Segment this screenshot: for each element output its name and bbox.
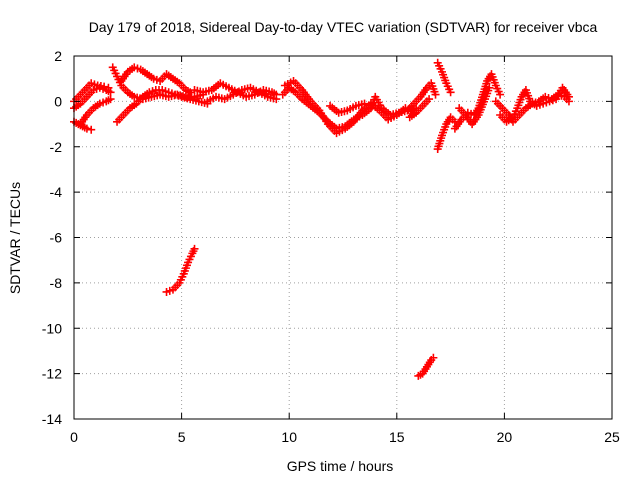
data-point	[186, 88, 195, 97]
x-tick-label: 20	[497, 429, 513, 445]
data-point	[106, 88, 115, 97]
data-segment	[455, 83, 494, 129]
x-tick-label: 25	[604, 429, 620, 445]
data-segment	[433, 113, 459, 154]
data-point	[485, 83, 494, 92]
data-point	[446, 88, 455, 97]
data-segment	[76, 95, 115, 129]
data-segment	[326, 99, 369, 117]
data-point	[82, 124, 91, 133]
data-point	[87, 125, 96, 134]
data-segment	[496, 83, 573, 126]
y-axis-ticks: -14 -12 -10 -8 -6 -4 -2 0 2	[42, 48, 612, 427]
y-tick-label: -12	[42, 366, 62, 382]
data-segment	[203, 83, 281, 106]
y-tick-label: -8	[50, 275, 63, 291]
x-tick-label: 15	[389, 429, 405, 445]
data-segment	[70, 79, 113, 106]
x-axis-label: GPS time / hours	[287, 458, 394, 474]
x-tick-label: 5	[178, 429, 186, 445]
data-segment	[405, 95, 434, 122]
data-point	[190, 244, 199, 253]
data-point	[100, 82, 109, 91]
x-axis-ticks: 0 5 10 15 20 25	[70, 56, 620, 445]
data-point	[272, 95, 281, 104]
y-tick-label: -4	[50, 184, 63, 200]
x-tick-label: 0	[70, 429, 78, 445]
x-tick-label: 10	[281, 429, 297, 445]
data-point	[104, 83, 113, 92]
data-segment	[433, 58, 455, 97]
data-point	[429, 353, 438, 362]
data-point	[360, 99, 369, 108]
y-tick-label: -2	[50, 139, 63, 155]
y-tick-label: -6	[50, 230, 63, 246]
chart-title: Day 179 of 2018, Sidereal Day-to-day VTE…	[89, 19, 598, 35]
data-point	[496, 90, 505, 99]
data-segment	[113, 86, 212, 126]
data-point	[425, 95, 434, 104]
y-axis-label: SDTVAR / TECUs	[7, 182, 23, 294]
data-points	[70, 58, 573, 380]
data-point	[106, 95, 115, 104]
y-tick-label: -14	[42, 411, 62, 427]
y-tick-label: 0	[54, 93, 62, 109]
data-segment	[414, 353, 438, 380]
data-point	[564, 92, 573, 101]
data-segment	[117, 63, 195, 97]
y-tick-label: 2	[54, 48, 62, 64]
y-tick-label: -10	[42, 320, 62, 336]
data-segment	[403, 79, 440, 115]
data-point	[431, 90, 440, 99]
data-segment	[162, 244, 199, 296]
